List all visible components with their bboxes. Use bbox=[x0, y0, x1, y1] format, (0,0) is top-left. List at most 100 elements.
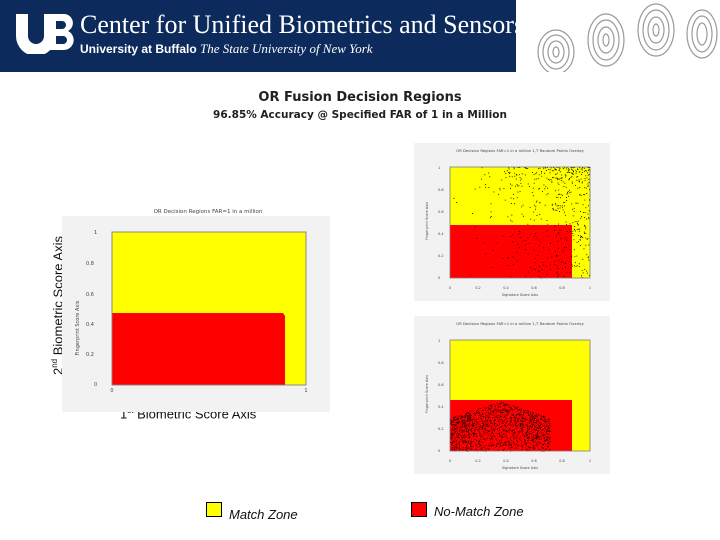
scatter-point bbox=[490, 211, 492, 213]
scatter-point bbox=[576, 221, 578, 223]
scatter-point bbox=[482, 426, 484, 428]
scatter-point bbox=[451, 433, 453, 435]
scatter-point bbox=[517, 419, 519, 421]
scatter-point bbox=[464, 437, 465, 439]
scatter-point bbox=[453, 440, 454, 442]
scatter-point bbox=[479, 440, 481, 442]
scatter-point bbox=[467, 411, 469, 413]
scatter-point bbox=[483, 445, 485, 446]
scatter-point bbox=[522, 416, 524, 418]
scatter-point bbox=[540, 436, 542, 438]
scatter-point bbox=[547, 426, 549, 427]
scatter-point bbox=[491, 438, 492, 440]
scatter-point bbox=[534, 178, 536, 180]
scatter-point bbox=[536, 422, 538, 424]
scatter-point bbox=[483, 421, 485, 422]
scatter-point bbox=[481, 428, 483, 429]
scatter-point bbox=[502, 235, 504, 237]
scatter-point bbox=[563, 185, 565, 187]
scatter-point bbox=[492, 249, 494, 251]
scatter-point bbox=[535, 426, 536, 428]
scatter-point bbox=[569, 272, 571, 274]
scatter-point bbox=[532, 415, 534, 417]
scatter-point bbox=[539, 424, 541, 426]
scatter-point bbox=[584, 170, 586, 171]
scatter-point bbox=[462, 430, 464, 432]
scatter-point bbox=[522, 421, 524, 423]
scatter-point bbox=[565, 176, 566, 178]
scatter-point bbox=[469, 414, 471, 416]
scatter-point bbox=[455, 425, 456, 427]
scatter-point bbox=[587, 238, 589, 239]
scatter-point bbox=[464, 440, 466, 441]
scatter-point bbox=[520, 182, 522, 184]
scatter-point bbox=[500, 402, 502, 404]
scatter-point bbox=[458, 434, 459, 435]
scatter-point bbox=[531, 419, 533, 420]
scatter-point bbox=[474, 188, 476, 190]
scatter-point bbox=[549, 172, 551, 174]
scatter-point bbox=[518, 437, 520, 439]
scatter-point bbox=[530, 417, 532, 418]
scatter-point bbox=[464, 420, 466, 421]
scatter-point bbox=[460, 417, 462, 419]
main-ytick: 0.8 bbox=[86, 261, 94, 267]
scatter-point bbox=[533, 448, 535, 450]
scatter-point bbox=[531, 426, 533, 428]
scatter-point bbox=[541, 416, 542, 418]
scatter-point bbox=[456, 417, 458, 419]
scatter-point bbox=[544, 426, 546, 428]
scatter-point bbox=[458, 437, 460, 439]
scatter-point bbox=[516, 197, 518, 199]
scatter-point bbox=[453, 449, 455, 451]
scatter-point bbox=[579, 180, 580, 182]
scatter-point bbox=[584, 167, 586, 169]
scatter-point bbox=[545, 421, 546, 423]
scatter-point bbox=[450, 433, 452, 435]
scatter-point bbox=[469, 411, 471, 413]
scatter-point bbox=[452, 422, 454, 423]
scatter-point bbox=[524, 418, 526, 420]
scatter-point bbox=[548, 418, 550, 420]
scatter-point bbox=[516, 414, 518, 415]
scatter-point bbox=[480, 415, 482, 417]
scatter-point bbox=[549, 420, 550, 422]
scatter-point bbox=[482, 410, 483, 411]
scatter-point bbox=[503, 421, 505, 423]
scatter-point bbox=[511, 439, 512, 441]
scatter-point bbox=[532, 417, 534, 419]
scatter-point bbox=[510, 417, 512, 418]
scatter-point bbox=[560, 197, 561, 199]
scatter-point bbox=[534, 419, 535, 421]
scatter-point bbox=[458, 442, 460, 444]
scatter-point bbox=[529, 413, 531, 415]
scatter-point bbox=[481, 441, 482, 443]
scatter-point bbox=[516, 447, 518, 449]
scatter-point bbox=[490, 409, 491, 411]
scatter-point bbox=[519, 418, 520, 419]
scatter-point bbox=[508, 429, 510, 431]
scatter-point bbox=[499, 187, 501, 189]
scatter-point bbox=[474, 412, 475, 414]
scatter-point bbox=[477, 428, 478, 430]
scatter-point bbox=[505, 177, 507, 178]
scatter-point bbox=[536, 419, 537, 420]
scatter-point bbox=[461, 436, 462, 438]
scatter-point bbox=[537, 433, 538, 435]
scatter-point bbox=[484, 408, 486, 409]
scatter-point bbox=[558, 232, 560, 234]
scatter-point bbox=[517, 410, 519, 411]
scatter-point bbox=[474, 430, 476, 432]
scatter-point bbox=[494, 423, 495, 425]
scatter-point bbox=[460, 427, 462, 429]
scatter-point bbox=[537, 437, 538, 439]
scatter-point bbox=[533, 434, 534, 436]
scatter-point bbox=[505, 436, 507, 437]
scatter-point bbox=[508, 423, 510, 425]
scatter-point bbox=[497, 419, 499, 421]
scatter-point bbox=[525, 432, 527, 433]
scatter-point bbox=[517, 419, 518, 421]
scatter-point bbox=[454, 424, 456, 426]
scatter-point bbox=[532, 418, 534, 420]
scatter-point bbox=[506, 418, 507, 419]
